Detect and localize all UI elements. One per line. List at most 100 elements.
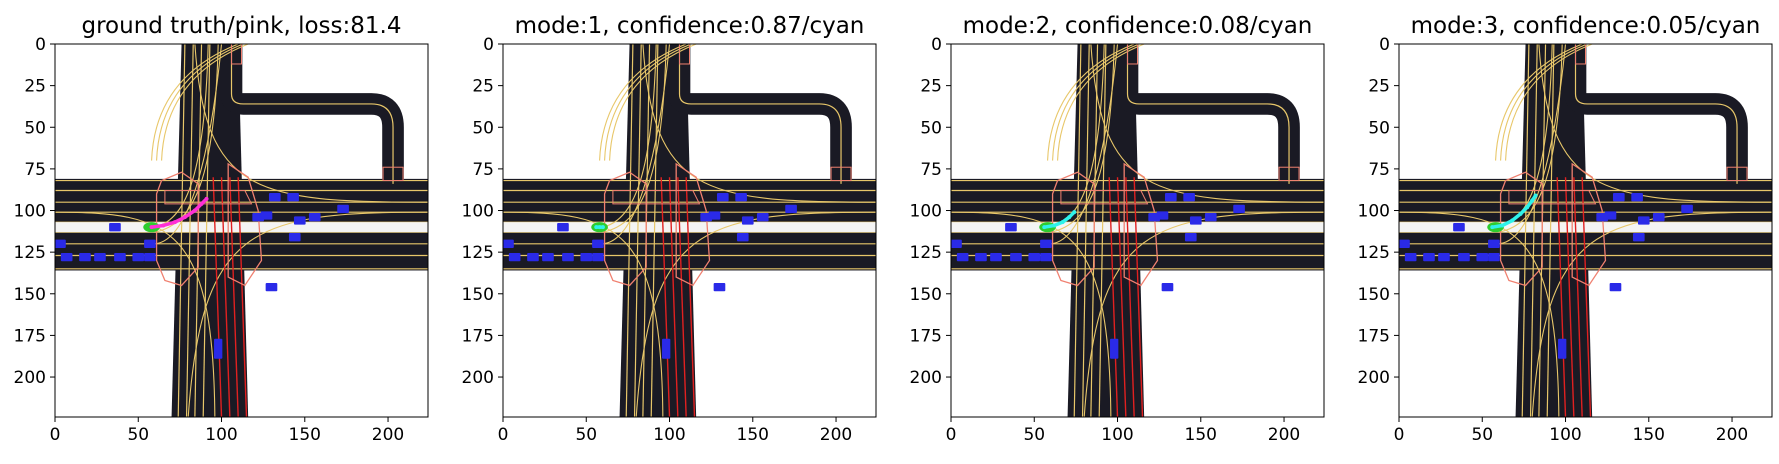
lane-line: [1546, 44, 1555, 417]
crosswalk: [830, 166, 852, 182]
lane-line: [1073, 44, 1082, 417]
vehicle: [288, 232, 301, 242]
vehicle: [990, 252, 1002, 262]
turn-lane: [1531, 211, 1772, 417]
red-lane: [677, 177, 687, 417]
vehicle: [1005, 223, 1017, 232]
turn-lane: [161, 44, 249, 161]
vehicle: [735, 193, 747, 202]
trajectory-point: [1060, 220, 1065, 225]
x-tick-label: 0: [1394, 425, 1405, 445]
vehicle: [1453, 223, 1465, 232]
vehicle: [592, 239, 604, 248]
vehicle: [60, 252, 73, 262]
vehicle: [708, 211, 721, 220]
x-tick-label: 100: [1549, 425, 1581, 445]
map-image: [951, 44, 1324, 417]
vehicle: [1040, 252, 1052, 262]
turn-lane: [151, 44, 239, 161]
x-tick-label: 150: [737, 425, 769, 445]
y-tick-label: 50: [920, 118, 942, 138]
y-tick-label: 200: [462, 368, 494, 388]
vehicle: [94, 252, 106, 262]
vehicle: [785, 204, 797, 214]
y-tick-label: 100: [1358, 202, 1390, 222]
crosswalk: [164, 190, 253, 205]
y-tick-label: 125: [14, 243, 46, 263]
vehicle: [1652, 213, 1665, 222]
x-tick-label: 150: [1185, 425, 1217, 445]
y-tick-label: 50: [24, 118, 46, 138]
y-tick-label: 25: [24, 77, 46, 97]
crosswalk: [612, 190, 701, 205]
turn-lane: [1498, 44, 1567, 245]
trajectory-point: [1490, 225, 1495, 230]
red-lane: [212, 177, 223, 417]
x-tick-label: 0: [498, 425, 509, 445]
red-lane: [229, 177, 239, 417]
vehicle: [975, 252, 987, 262]
vehicle: [1604, 211, 1617, 220]
subplot-1: ground truth/pink, loss:81.4 0 50 100 150 200…: [14, 13, 429, 445]
map-image: [503, 44, 876, 417]
red-lane: [1125, 177, 1135, 417]
vehicle: [132, 252, 145, 262]
turn-lane: [602, 44, 671, 245]
turn-lane: [1505, 44, 1593, 161]
vehicle: [1156, 211, 1169, 220]
y-tick-label: 0: [483, 35, 494, 55]
crosswalk: [1575, 44, 1586, 65]
vehicle: [1040, 239, 1052, 248]
y-tick-label: 0: [35, 35, 46, 55]
ramp-lane: [230, 44, 394, 184]
x-tick-label: 50: [575, 425, 597, 445]
vehicle: [1028, 252, 1041, 262]
y-tick-label: 200: [910, 368, 942, 388]
vehicle: [1204, 213, 1217, 222]
vehicle: [527, 252, 539, 262]
vehicle: [55, 239, 66, 248]
crosswalk: [1508, 190, 1597, 205]
turn-lane: [156, 44, 244, 161]
lane-line: [202, 44, 211, 417]
vehicle: [956, 252, 969, 262]
map-image: [55, 44, 428, 417]
median-strip: [1399, 222, 1772, 233]
x-tick-label: 150: [289, 425, 321, 445]
vehicle: [503, 239, 514, 248]
vehicle: [114, 252, 126, 262]
y-tick-label: 50: [472, 118, 494, 138]
vehicle: [562, 252, 574, 262]
trajectory-point: [204, 196, 209, 201]
red-lane: [668, 177, 679, 417]
lane-line: [633, 44, 642, 417]
vehicle: [1631, 193, 1643, 202]
lane-line: [177, 44, 186, 417]
subplot-title: mode:1, confidence:0.87/cyan: [515, 13, 865, 39]
vehicle: [1558, 338, 1567, 359]
y-tick-label: 175: [462, 326, 494, 346]
y-tick-label: 25: [472, 77, 494, 97]
vehicle: [508, 252, 521, 262]
turn-lane: [194, 44, 428, 203]
turn-lane: [602, 44, 657, 228]
vehicle: [1609, 282, 1622, 292]
y-tick-label: 175: [1358, 326, 1390, 346]
crosswalk: [1499, 171, 1543, 287]
red-lane: [660, 177, 671, 417]
trajectory-point: [199, 201, 204, 206]
turn-lane: [599, 44, 687, 161]
vehicle: [741, 216, 754, 225]
y-tick-label: 100: [910, 202, 942, 222]
trajectory-point: [1500, 223, 1505, 228]
vehicle: [1164, 193, 1177, 202]
trajectory-point: [1525, 205, 1530, 210]
vehicle: [1404, 252, 1417, 262]
y-tick-label: 100: [14, 202, 46, 222]
red-lane: [1108, 177, 1119, 417]
vehicle: [144, 239, 156, 248]
vehicle: [79, 252, 91, 262]
turn-lane: [1500, 44, 1588, 161]
trajectory-point: [182, 215, 187, 220]
vehicle: [1183, 193, 1195, 202]
